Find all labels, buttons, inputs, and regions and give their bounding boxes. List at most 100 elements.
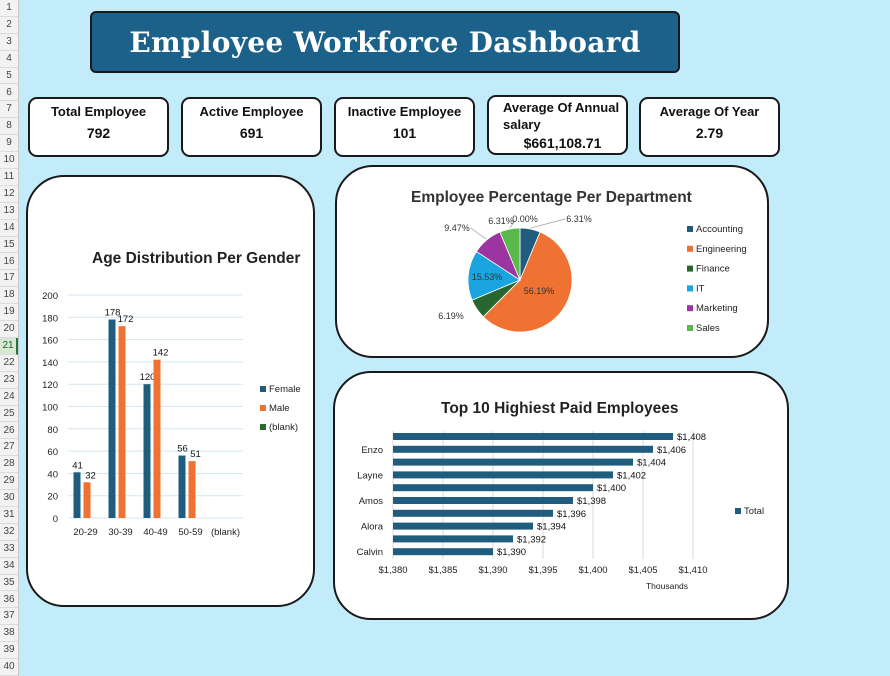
legend-swatch xyxy=(687,226,693,232)
row-number[interactable]: 33 xyxy=(0,541,18,558)
legend-swatch xyxy=(687,325,693,331)
dashboard-title-banner: Employee Workforce Dashboard xyxy=(90,11,680,73)
row-number[interactable]: 30 xyxy=(0,490,18,507)
row-number[interactable]: 21 xyxy=(0,338,18,355)
kpi-value: 101 xyxy=(392,125,417,141)
slice-label: 6.31% xyxy=(566,214,592,224)
row-number[interactable]: 35 xyxy=(0,575,18,592)
legend-swatch xyxy=(260,424,266,430)
y-category-label: Enzo xyxy=(361,445,383,456)
row-number[interactable]: 27 xyxy=(0,439,18,457)
row-number[interactable]: 24 xyxy=(0,389,18,406)
row-number[interactable]: 15 xyxy=(0,237,18,254)
row-number[interactable]: 8 xyxy=(0,118,18,136)
row-number[interactable]: 22 xyxy=(0,355,18,372)
slice-label: 9.47% xyxy=(444,223,470,233)
x-tick-label: 20-29 xyxy=(73,527,97,538)
x-axis-title: Thousands xyxy=(646,581,688,591)
row-number[interactable]: 6 xyxy=(0,85,18,102)
kpi-value: 691 xyxy=(239,125,264,141)
y-tick-label: 120 xyxy=(42,380,58,391)
legend-label: Male xyxy=(269,403,290,414)
x-tick-label: $1,405 xyxy=(628,565,657,576)
y-category-label: Alora xyxy=(361,522,384,533)
row-number[interactable]: 39 xyxy=(0,642,18,660)
data-label: $1,394 xyxy=(537,522,566,533)
bar xyxy=(393,433,673,440)
dashboard-title: Employee Workforce Dashboard xyxy=(129,25,641,59)
y-tick-label: 60 xyxy=(47,447,58,458)
kpi-label: Active Employee xyxy=(199,104,304,119)
y-tick-label: 20 xyxy=(47,492,58,503)
row-number[interactable]: 38 xyxy=(0,625,18,643)
x-tick-label: $1,390 xyxy=(478,565,507,576)
bar xyxy=(118,326,126,518)
row-number[interactable]: 5 xyxy=(0,68,18,85)
department-pie-card: Employee Percentage Per Department 6.31%… xyxy=(335,165,769,358)
data-label: 56 xyxy=(177,444,188,455)
row-number[interactable]: 25 xyxy=(0,406,18,423)
bar xyxy=(83,482,91,518)
legend-label: Total xyxy=(744,506,764,517)
row-number[interactable]: 18 xyxy=(0,287,18,305)
row-number[interactable]: 11 xyxy=(0,169,18,186)
legend-label: Female xyxy=(269,384,301,395)
row-number[interactable]: 14 xyxy=(0,220,18,237)
row-number[interactable]: 4 xyxy=(0,51,18,68)
slice-label: 6.31% xyxy=(488,216,514,226)
data-label: $1,398 xyxy=(577,496,606,507)
kpi-average-annual-salary: Average Of Annual salary $661,108.71 xyxy=(487,95,628,155)
row-number[interactable]: 12 xyxy=(0,186,18,203)
row-number[interactable]: 1 xyxy=(0,0,18,17)
row-number[interactable]: 32 xyxy=(0,524,18,541)
row-number[interactable]: 3 xyxy=(0,34,18,51)
row-number[interactable]: 23 xyxy=(0,372,18,389)
bar xyxy=(393,445,653,453)
y-tick-label: 100 xyxy=(42,403,58,414)
x-tick-label: 40-49 xyxy=(143,527,167,538)
y-category-label: Layne xyxy=(357,470,383,481)
data-label: $1,396 xyxy=(557,509,586,520)
age-distribution-chart: Age Distribution Per Gender 0 20 40 60 80 100… xyxy=(42,250,301,538)
row-number[interactable]: 40 xyxy=(0,659,18,676)
row-number[interactable]: 9 xyxy=(0,135,18,153)
leader-line xyxy=(509,220,516,229)
y-tick-label: 180 xyxy=(42,313,58,324)
row-number[interactable]: 10 xyxy=(0,152,18,169)
legend-swatch xyxy=(687,265,693,272)
row-number[interactable]: 16 xyxy=(0,254,18,271)
x-tick-label: $1,395 xyxy=(528,565,557,576)
leader-line xyxy=(470,227,487,240)
kpi-label: Inactive Employee xyxy=(347,104,462,119)
row-number[interactable]: 34 xyxy=(0,558,18,575)
pie-slice xyxy=(482,231,573,333)
data-label: 51 xyxy=(190,449,201,460)
row-number[interactable]: 17 xyxy=(0,270,18,288)
row-number[interactable]: 31 xyxy=(0,507,18,524)
row-number[interactable]: 36 xyxy=(0,592,18,609)
kpi-label: Total Employee xyxy=(50,104,147,119)
data-label: $1,392 xyxy=(517,534,546,545)
row-number[interactable]: 13 xyxy=(0,203,18,220)
legend-swatch xyxy=(687,305,693,312)
data-label: $1,408 xyxy=(677,432,706,443)
row-number[interactable]: 26 xyxy=(0,423,18,440)
row-number[interactable]: 7 xyxy=(0,101,18,119)
chart-title: Age Distribution Per Gender xyxy=(92,250,300,267)
data-label: 172 xyxy=(118,314,134,325)
bar xyxy=(143,384,151,518)
row-number[interactable]: 2 xyxy=(0,17,18,34)
y-tick-label: 200 xyxy=(42,291,58,302)
kpi-label: Average Of Annual salary xyxy=(503,100,620,132)
row-number[interactable]: 28 xyxy=(0,456,18,474)
legend-swatch xyxy=(687,285,693,292)
data-label: 178 xyxy=(105,308,121,319)
kpi-average-of-year: Average Of Year 2.79 xyxy=(639,97,780,157)
bar xyxy=(393,497,573,504)
row-number[interactable]: 37 xyxy=(0,608,18,626)
row-number[interactable]: 19 xyxy=(0,304,18,322)
y-tick-label: 40 xyxy=(47,469,58,480)
row-number[interactable]: 29 xyxy=(0,473,18,491)
row-number[interactable]: 20 xyxy=(0,321,18,338)
kpi-value: 2.79 xyxy=(695,125,724,141)
